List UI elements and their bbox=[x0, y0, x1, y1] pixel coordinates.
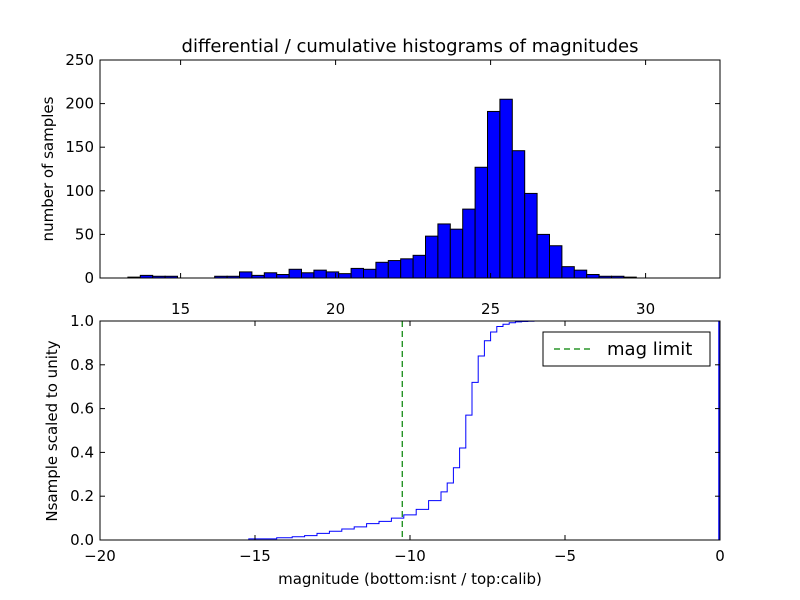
x-tick-label: 15 bbox=[171, 300, 190, 318]
histogram-bar bbox=[276, 274, 290, 279]
x-tick-label: −5 bbox=[554, 547, 576, 565]
y-tick-label: 0.6 bbox=[70, 400, 94, 418]
cumulative-chart: Nsample scaled to unity magnitude (botto… bbox=[43, 312, 725, 588]
histogram-axes-frame bbox=[99, 59, 721, 279]
cumulative-plot-area bbox=[124, 320, 720, 541]
histogram-bar bbox=[400, 258, 414, 279]
cumulative-x-axis-label: magnitude (bottom:isnt / top:calib) bbox=[278, 570, 542, 588]
histogram-bar bbox=[239, 271, 253, 279]
histogram-bar bbox=[561, 266, 575, 279]
y-tick-label: 1.0 bbox=[70, 312, 94, 330]
x-tick-label: −10 bbox=[394, 547, 426, 565]
histogram-bar bbox=[325, 271, 340, 279]
y-tick-label: 0.0 bbox=[70, 531, 94, 549]
histogram-bar bbox=[263, 272, 278, 279]
x-tick-label: −15 bbox=[239, 547, 271, 565]
histogram-bars bbox=[127, 98, 637, 279]
cumulative-line bbox=[124, 320, 720, 541]
histogram-bar bbox=[437, 223, 451, 279]
y-tick-label: 0.8 bbox=[70, 356, 94, 374]
histogram-bar bbox=[536, 233, 550, 279]
legend-mag-limit-label: mag limit bbox=[607, 339, 692, 360]
y-tick-label: 200 bbox=[65, 95, 94, 113]
histogram-bar bbox=[350, 267, 365, 279]
y-tick-label: 100 bbox=[65, 182, 94, 200]
legend: mag limit bbox=[542, 331, 711, 367]
histogram-bar bbox=[313, 269, 327, 279]
histogram-bar bbox=[474, 166, 489, 279]
cumulative-axes-frame bbox=[99, 320, 721, 541]
histogram-bar bbox=[586, 274, 600, 279]
histogram-bar bbox=[387, 260, 402, 279]
histogram-bar bbox=[462, 208, 476, 279]
histogram-bar bbox=[301, 272, 315, 279]
histogram-bar bbox=[412, 254, 427, 279]
histogram-bar bbox=[288, 268, 303, 279]
histogram-bar bbox=[487, 110, 501, 279]
histogram-ticks: 0 50 100 150 200 250 15 20 25 30 bbox=[65, 51, 720, 318]
cumulative-ticks: 0.0 0.2 0.4 0.6 0.8 1.0 −20 −15 −10 −5 0 bbox=[70, 312, 725, 565]
y-tick-label: 0 bbox=[84, 269, 94, 287]
x-tick-label: 25 bbox=[481, 300, 500, 318]
y-tick-label: 0.2 bbox=[70, 487, 94, 505]
y-tick-label: 250 bbox=[65, 51, 94, 69]
y-tick-label: 50 bbox=[75, 225, 94, 243]
histogram-bar bbox=[549, 245, 563, 279]
histogram-chart: differential / cumulative histograms of … bbox=[39, 36, 721, 318]
legend-box bbox=[542, 331, 711, 367]
histogram-bar bbox=[511, 150, 526, 279]
x-tick-label: 30 bbox=[636, 300, 655, 318]
histogram-bar bbox=[499, 98, 513, 279]
histogram-bar bbox=[425, 235, 439, 279]
histogram-bar bbox=[524, 192, 538, 279]
histogram-bar bbox=[449, 228, 464, 279]
x-tick-label: 20 bbox=[326, 300, 345, 318]
histogram-bar bbox=[573, 269, 588, 279]
histogram-bar bbox=[375, 261, 389, 279]
x-tick-label: −20 bbox=[84, 547, 116, 565]
x-tick-label: 0 bbox=[715, 547, 725, 565]
chart-title: differential / cumulative histograms of … bbox=[182, 36, 639, 57]
y-tick-label: 150 bbox=[65, 138, 94, 156]
y-tick-label: 0.4 bbox=[70, 443, 94, 461]
histogram-bar bbox=[338, 273, 352, 279]
histogram-y-axis-label: number of samples bbox=[39, 96, 57, 241]
histogram-bar bbox=[363, 268, 377, 279]
cumulative-y-axis-label: Nsample scaled to unity bbox=[43, 340, 61, 521]
